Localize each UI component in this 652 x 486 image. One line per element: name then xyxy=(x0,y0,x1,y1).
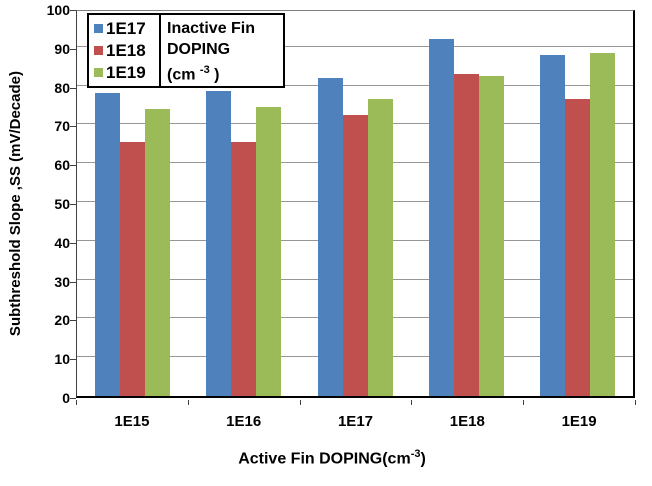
x-tick-mark xyxy=(523,400,525,405)
y-tick-mark xyxy=(70,48,76,50)
x-tick-label-1E15: 1E15 xyxy=(114,413,150,430)
y-tick-label: 80 xyxy=(54,79,70,96)
y-tick-mark xyxy=(70,87,76,89)
y-axis-title-text: Subthreshold Slope ,SS (mV/Decade) xyxy=(6,71,24,337)
x-tick-mark xyxy=(187,400,189,405)
y-tick-label: 90 xyxy=(54,40,70,57)
y-tick-label: 100 xyxy=(46,2,70,18)
bar-1E18-1E19 xyxy=(564,99,590,396)
bar-group-1E15 xyxy=(77,11,188,396)
bar-1E17-1E16 xyxy=(206,91,232,396)
gridline xyxy=(77,84,633,86)
bar-1E19-1E17 xyxy=(367,99,393,396)
y-tick-label: 30 xyxy=(54,273,70,290)
bar-group-1E19 xyxy=(522,11,633,396)
legend-entries: 1E17 1E18 1E19 xyxy=(89,15,161,86)
legend-entry-label: 1E17 xyxy=(106,18,146,38)
bar-1E17-1E19 xyxy=(539,54,565,396)
x-tick-label-1E17: 1E17 xyxy=(337,413,374,430)
x-tick-label-1E18: 1E18 xyxy=(449,413,485,430)
x-tick-mark xyxy=(299,400,301,405)
bar-1E19-1E15 xyxy=(145,108,171,396)
legend-title-superscript: -3 xyxy=(199,64,210,76)
bar-groups xyxy=(77,11,633,396)
bar-1E17-1E17 xyxy=(317,77,343,396)
x-axis-title-close: ) xyxy=(420,450,426,468)
bar-1E18-1E17 xyxy=(342,114,368,396)
bar-1E19-1E16 xyxy=(256,106,282,396)
legend-entry-1E18: 1E18 xyxy=(94,42,159,59)
y-tick-label: 10 xyxy=(54,351,70,368)
y-axis-title: Subthreshold Slope ,SS (mV/Decade) xyxy=(4,10,26,398)
y-tick-mark xyxy=(70,242,76,244)
x-axis-title: Active Fin DOPING(cm-3) xyxy=(76,448,588,468)
bar-1E19-1E19 xyxy=(589,52,615,396)
legend-title-line-2: DOPING xyxy=(167,41,231,58)
legend-marker-icon xyxy=(94,68,103,78)
bar-1E18-1E16 xyxy=(231,141,257,396)
legend-entry-1E19: 1E19 xyxy=(94,64,159,81)
y-tick-mark xyxy=(70,281,76,283)
legend-title-line-3: (cm -3 ) xyxy=(167,64,220,84)
bar-1E18-1E18 xyxy=(453,73,479,396)
legend-entry-label: 1E18 xyxy=(106,40,146,60)
x-axis-title-superscript: -3 xyxy=(410,448,421,460)
y-tick-label: 20 xyxy=(54,312,70,329)
x-tick-mark xyxy=(76,400,77,405)
legend-entry-1E17: 1E17 xyxy=(94,20,159,37)
y-tick-mark xyxy=(70,204,76,205)
plot-area xyxy=(76,10,635,398)
bar-group-1E18 xyxy=(411,11,522,396)
bar-group-1E16 xyxy=(188,11,299,396)
y-tick-mark xyxy=(70,320,76,322)
legend-marker-icon xyxy=(94,45,103,55)
y-tick-mark xyxy=(70,359,76,361)
y-tick-label: 70 xyxy=(54,118,70,135)
y-tick-label: 60 xyxy=(54,157,70,174)
y-tick-mark xyxy=(70,10,76,11)
x-tick-mark xyxy=(635,400,636,405)
legend-entry-label: 1E19 xyxy=(106,63,146,83)
x-tick-label-1E16: 1E16 xyxy=(226,413,262,430)
y-tick-mark xyxy=(70,398,76,399)
y-tick-mark xyxy=(70,126,76,128)
x-tick-label-1E19: 1E19 xyxy=(561,413,597,430)
legend-title: Inactive Fin DOPING (cm -3 ) xyxy=(161,15,283,86)
bar-1E18-1E15 xyxy=(120,141,146,396)
bar-group-1E17 xyxy=(299,11,410,396)
legend-marker-icon xyxy=(94,23,103,33)
x-axis: 1E15 1E16 1E17 1E18 1E19 xyxy=(76,413,635,430)
y-tick-label: 40 xyxy=(54,234,70,251)
y-tick-label: 50 xyxy=(54,196,70,212)
y-tick-label: 0 xyxy=(62,390,70,406)
bar-1E17-1E18 xyxy=(428,39,454,396)
legend-title-line-1: Inactive Fin xyxy=(167,20,256,37)
x-tick-mark xyxy=(411,400,413,405)
bar-1E19-1E18 xyxy=(478,75,504,396)
legend: 1E17 1E18 1E19 Inactive Fin DOPING (cm -3 … xyxy=(87,13,285,88)
gridline xyxy=(77,45,633,47)
bar-1E17-1E15 xyxy=(95,93,121,396)
y-tick-mark xyxy=(70,165,76,167)
x-axis-title-text: Active Fin DOPING(cm xyxy=(238,450,411,468)
